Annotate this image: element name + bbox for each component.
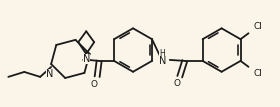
Text: Cl: Cl bbox=[253, 22, 262, 31]
Text: O: O bbox=[91, 80, 98, 89]
Text: N: N bbox=[159, 56, 167, 66]
Text: N: N bbox=[46, 69, 54, 79]
Text: N: N bbox=[83, 54, 90, 64]
Text: H: H bbox=[159, 49, 165, 58]
Text: O: O bbox=[173, 79, 180, 88]
Text: Cl: Cl bbox=[253, 69, 262, 78]
